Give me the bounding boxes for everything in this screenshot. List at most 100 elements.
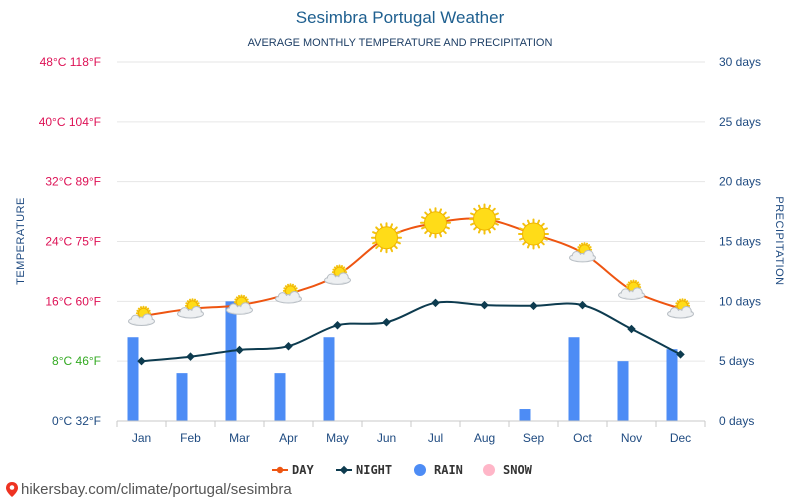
- temperature-tick-label: 40°C 104°F: [39, 115, 101, 129]
- partly-cloudy-icon: [324, 264, 351, 285]
- cloud: [569, 249, 596, 263]
- legend-item-snow[interactable]: SNOW: [483, 463, 533, 477]
- cloud: [128, 313, 155, 326]
- cloud-fill: [619, 292, 644, 299]
- legend-label: RAIN: [434, 463, 463, 477]
- night-point: [676, 350, 685, 359]
- rain-bar: [323, 337, 335, 421]
- legend-label: NIGHT: [356, 463, 392, 477]
- watermark-link[interactable]: hikersbay.com/climate/portugal/sesimbra: [21, 481, 292, 498]
- rain-bar: [274, 373, 286, 421]
- precipitation-axis-title: PRECIPITATION: [773, 196, 785, 285]
- sun-disc: [375, 226, 398, 250]
- legend-label: DAY: [292, 463, 314, 477]
- x-axis: Jan Feb Mar Apr May Jun Jul Aug Sep Oct Nov Dec: [116, 420, 706, 445]
- partly-cloudy-icon: [618, 279, 645, 300]
- night-series: [137, 298, 685, 366]
- temperature-axis-title: TEMPERATURE: [15, 197, 27, 285]
- month-label: Feb: [180, 431, 201, 445]
- precipitation-tick-label: 15 days: [719, 235, 761, 249]
- partly-cloudy-icon: [128, 305, 155, 326]
- month-label: Dec: [670, 431, 691, 445]
- temperature-tick-label: 32°C 89°F: [45, 175, 101, 189]
- month-label: Aug: [474, 431, 495, 445]
- cloud-fill: [129, 318, 154, 325]
- rain-bar: [176, 373, 188, 421]
- sun-disc: [522, 222, 545, 246]
- rain-bars: [127, 301, 678, 421]
- cloud: [667, 306, 694, 319]
- night-line: [141, 300, 681, 363]
- cloud-fill: [276, 295, 301, 302]
- grid-lines: [117, 61, 705, 362]
- sun-icon: [468, 203, 501, 235]
- month-label: Jun: [377, 431, 396, 445]
- month-label: Oct: [573, 431, 592, 445]
- night-point: [431, 298, 440, 308]
- night-point: [186, 352, 195, 361]
- partly-cloudy-icon: [177, 298, 204, 319]
- night-point: [529, 301, 538, 311]
- temperature-tick-label: 48°C 118°F: [40, 55, 101, 69]
- month-label: May: [326, 431, 349, 445]
- rain-bar: [519, 409, 531, 421]
- month-label: Jan: [132, 431, 151, 445]
- rain-bar: [666, 349, 678, 421]
- sun-icon: [370, 222, 403, 254]
- sun-disc: [424, 211, 447, 235]
- cloud-fill: [668, 310, 693, 317]
- night-point: [627, 324, 636, 334]
- temperature-tick-label: 0°C 32°F: [52, 414, 101, 428]
- legend[interactable]: DAY NIGHT RAIN SNOW: [272, 463, 533, 477]
- legend-item-night[interactable]: NIGHT: [336, 463, 392, 477]
- location-pin-icon: [6, 482, 18, 497]
- temperature-tick-label: 8°C 46°F: [52, 354, 101, 368]
- partly-cloudy-icon: [226, 294, 253, 315]
- sun-icon: [419, 207, 452, 239]
- rain-bar: [225, 301, 237, 421]
- partly-cloudy-icon: [275, 283, 302, 304]
- partly-cloudy-icon: [667, 298, 694, 319]
- legend-item-rain[interactable]: RAIN: [414, 463, 463, 477]
- night-point: [284, 341, 293, 351]
- legend-dot-icon: [483, 464, 495, 476]
- legend-label: SNOW: [503, 463, 533, 477]
- legend-marker-icon: [276, 466, 284, 474]
- rain-bar: [617, 361, 629, 421]
- night-point: [480, 300, 489, 310]
- partly-cloudy-icon: [569, 242, 596, 263]
- legend-item-day[interactable]: DAY: [272, 463, 314, 477]
- night-point: [137, 356, 146, 366]
- cloud: [324, 272, 351, 285]
- night-point: [382, 318, 391, 327]
- rain-bar: [127, 337, 139, 421]
- cloud: [618, 287, 645, 300]
- month-label: Sep: [523, 431, 545, 445]
- cloud: [226, 302, 253, 315]
- month-label: Jul: [428, 431, 443, 445]
- month-label: Mar: [229, 431, 250, 445]
- chart-subtitle: AVERAGE MONTHLY TEMPERATURE AND PRECIPIT…: [248, 37, 553, 49]
- legend-marker-icon: [339, 465, 349, 475]
- sun-icon: [517, 218, 550, 250]
- legend-dot-icon: [414, 464, 426, 476]
- cloud: [275, 291, 302, 304]
- night-point: [333, 321, 342, 330]
- temperature-tick-label: 16°C 60°F: [45, 294, 101, 308]
- month-label: Nov: [621, 431, 642, 445]
- precipitation-tick-label: 0 days: [719, 414, 754, 428]
- sun-disc: [473, 207, 496, 231]
- night-point: [235, 345, 244, 355]
- precipitation-tick-label: 30 days: [719, 55, 761, 69]
- rain-bar: [568, 337, 580, 421]
- night-point: [578, 300, 587, 310]
- weather-icons: [128, 203, 694, 326]
- cloud-fill: [325, 277, 350, 284]
- month-label: Apr: [279, 431, 298, 445]
- precipitation-tick-label: 5 days: [719, 354, 754, 368]
- chart-title: Sesimbra Portugal Weather: [296, 8, 505, 27]
- temperature-tick-label: 24°C 75°F: [45, 235, 101, 249]
- temperature-axis-ticks: 0°C 32°F 8°C 46°F 16°C 60°F 24°C 75°F 32°C 8…: [39, 55, 101, 428]
- precipitation-tick-label: 25 days: [719, 115, 761, 129]
